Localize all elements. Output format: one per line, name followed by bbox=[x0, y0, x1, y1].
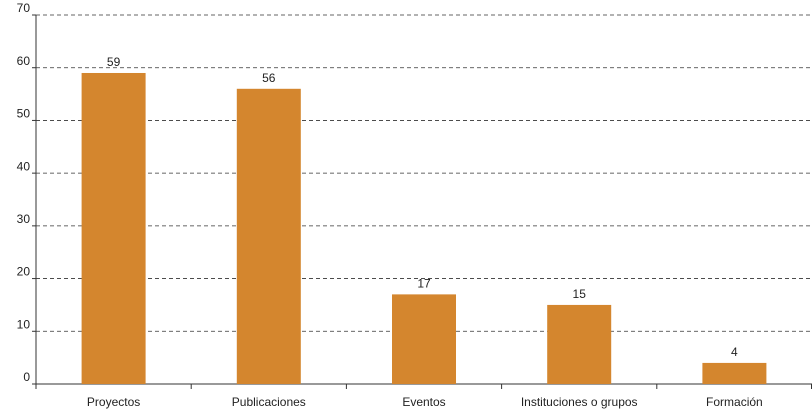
x-tick-label: Proyectos bbox=[87, 395, 140, 409]
bar bbox=[392, 294, 456, 384]
y-tick-label: 70 bbox=[17, 1, 31, 15]
y-tick-label: 40 bbox=[17, 159, 31, 173]
x-tick-label: Formación bbox=[706, 395, 763, 409]
bar bbox=[236, 88, 301, 385]
x-tick-label: Eventos bbox=[402, 395, 445, 409]
bar bbox=[702, 362, 767, 384]
bar bbox=[547, 304, 612, 384]
data-label: 59 bbox=[107, 55, 121, 69]
y-tick-label: 20 bbox=[17, 265, 31, 279]
bar bbox=[81, 72, 146, 384]
data-label: 15 bbox=[573, 287, 587, 301]
y-tick-label: 60 bbox=[17, 54, 31, 68]
x-tick-label: Publicaciones bbox=[232, 395, 306, 409]
y-tick-label: 50 bbox=[17, 107, 31, 121]
data-label: 56 bbox=[262, 71, 276, 85]
x-tick-label: Instituciones o grupos bbox=[521, 395, 638, 409]
y-tick-label: 10 bbox=[17, 317, 31, 331]
y-tick-label: 30 bbox=[17, 212, 31, 226]
y-tick-label: 0 bbox=[23, 370, 30, 384]
data-label: 17 bbox=[417, 277, 431, 291]
data-label: 4 bbox=[731, 345, 738, 359]
